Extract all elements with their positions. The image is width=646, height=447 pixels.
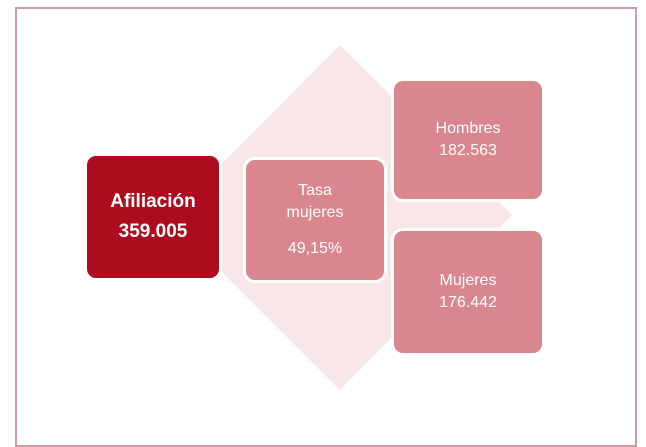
node-label: Hombres [435, 120, 501, 137]
node-value: 182.563 [439, 142, 497, 159]
node-label: Afiliación [110, 191, 196, 212]
node-value: 359.005 [118, 221, 188, 242]
node-value: 49,15% [287, 240, 343, 257]
node-tasa: Tasa mujeres 49,15% [243, 157, 387, 283]
node-value: 176.442 [439, 294, 497, 311]
node-mujeres: Mujeres 176.442 [391, 228, 545, 356]
node-afiliacion: Afiliación 359.005 [84, 153, 222, 281]
node-label: Tasa mujeres [286, 182, 344, 221]
node-hombres: Hombres 182.563 [391, 78, 545, 202]
node-label: Mujeres [439, 272, 497, 289]
page: Afiliación 359.005 Tasa mujeres 49,15% H… [15, 7, 637, 447]
